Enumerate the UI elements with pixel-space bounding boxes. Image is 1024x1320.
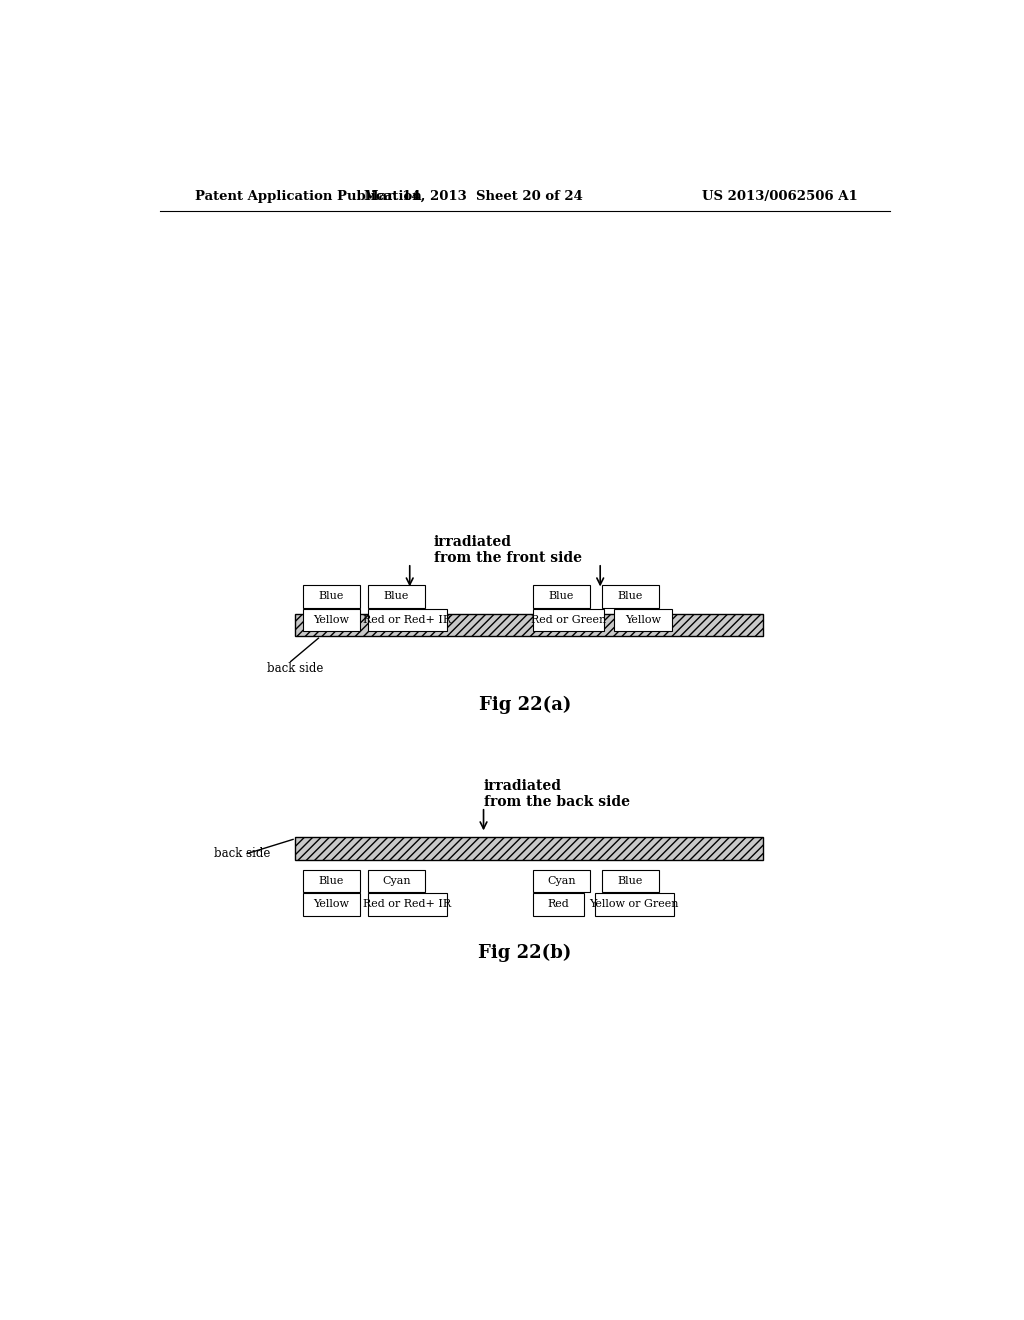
Bar: [532, 585, 590, 607]
Bar: [295, 614, 763, 636]
Text: US 2013/0062506 A1: US 2013/0062506 A1: [702, 190, 858, 202]
Text: Red or Red+ IR: Red or Red+ IR: [364, 615, 452, 624]
Text: back side: back side: [214, 847, 270, 861]
Bar: [602, 870, 658, 892]
Bar: [368, 585, 425, 607]
Bar: [295, 837, 763, 859]
Bar: [368, 894, 447, 916]
Text: Red or Red+ IR: Red or Red+ IR: [364, 899, 452, 909]
Text: Blue: Blue: [318, 876, 344, 886]
Bar: [602, 585, 658, 607]
Text: Fig 22(a): Fig 22(a): [478, 696, 571, 714]
Bar: [303, 609, 359, 631]
Text: Cyan: Cyan: [547, 876, 575, 886]
Text: Yellow: Yellow: [625, 615, 662, 624]
Text: Blue: Blue: [384, 591, 409, 602]
Text: Patent Application Publication: Patent Application Publication: [196, 190, 422, 202]
Text: Blue: Blue: [617, 591, 643, 602]
Text: Cyan: Cyan: [382, 876, 411, 886]
Text: Yellow or Green: Yellow or Green: [590, 899, 679, 909]
Text: Yellow: Yellow: [313, 899, 349, 909]
Text: Red: Red: [548, 899, 569, 909]
Text: Blue: Blue: [617, 876, 643, 886]
Bar: [614, 609, 672, 631]
Text: Yellow: Yellow: [313, 615, 349, 624]
Bar: [532, 894, 585, 916]
Bar: [368, 870, 425, 892]
Text: irradiated
from the back side: irradiated from the back side: [483, 779, 630, 809]
Text: Red or Green: Red or Green: [530, 615, 606, 624]
Bar: [368, 609, 447, 631]
Text: Blue: Blue: [549, 591, 574, 602]
Bar: [303, 585, 359, 607]
Text: Blue: Blue: [318, 591, 344, 602]
Bar: [532, 870, 590, 892]
Text: Mar. 14, 2013  Sheet 20 of 24: Mar. 14, 2013 Sheet 20 of 24: [364, 190, 583, 202]
Bar: [595, 894, 674, 916]
Bar: [303, 894, 359, 916]
Text: back side: back side: [267, 663, 324, 675]
Text: Fig 22(b): Fig 22(b): [478, 944, 571, 962]
Bar: [532, 609, 604, 631]
Text: irradiated
from the front side: irradiated from the front side: [433, 535, 582, 565]
Bar: [303, 870, 359, 892]
